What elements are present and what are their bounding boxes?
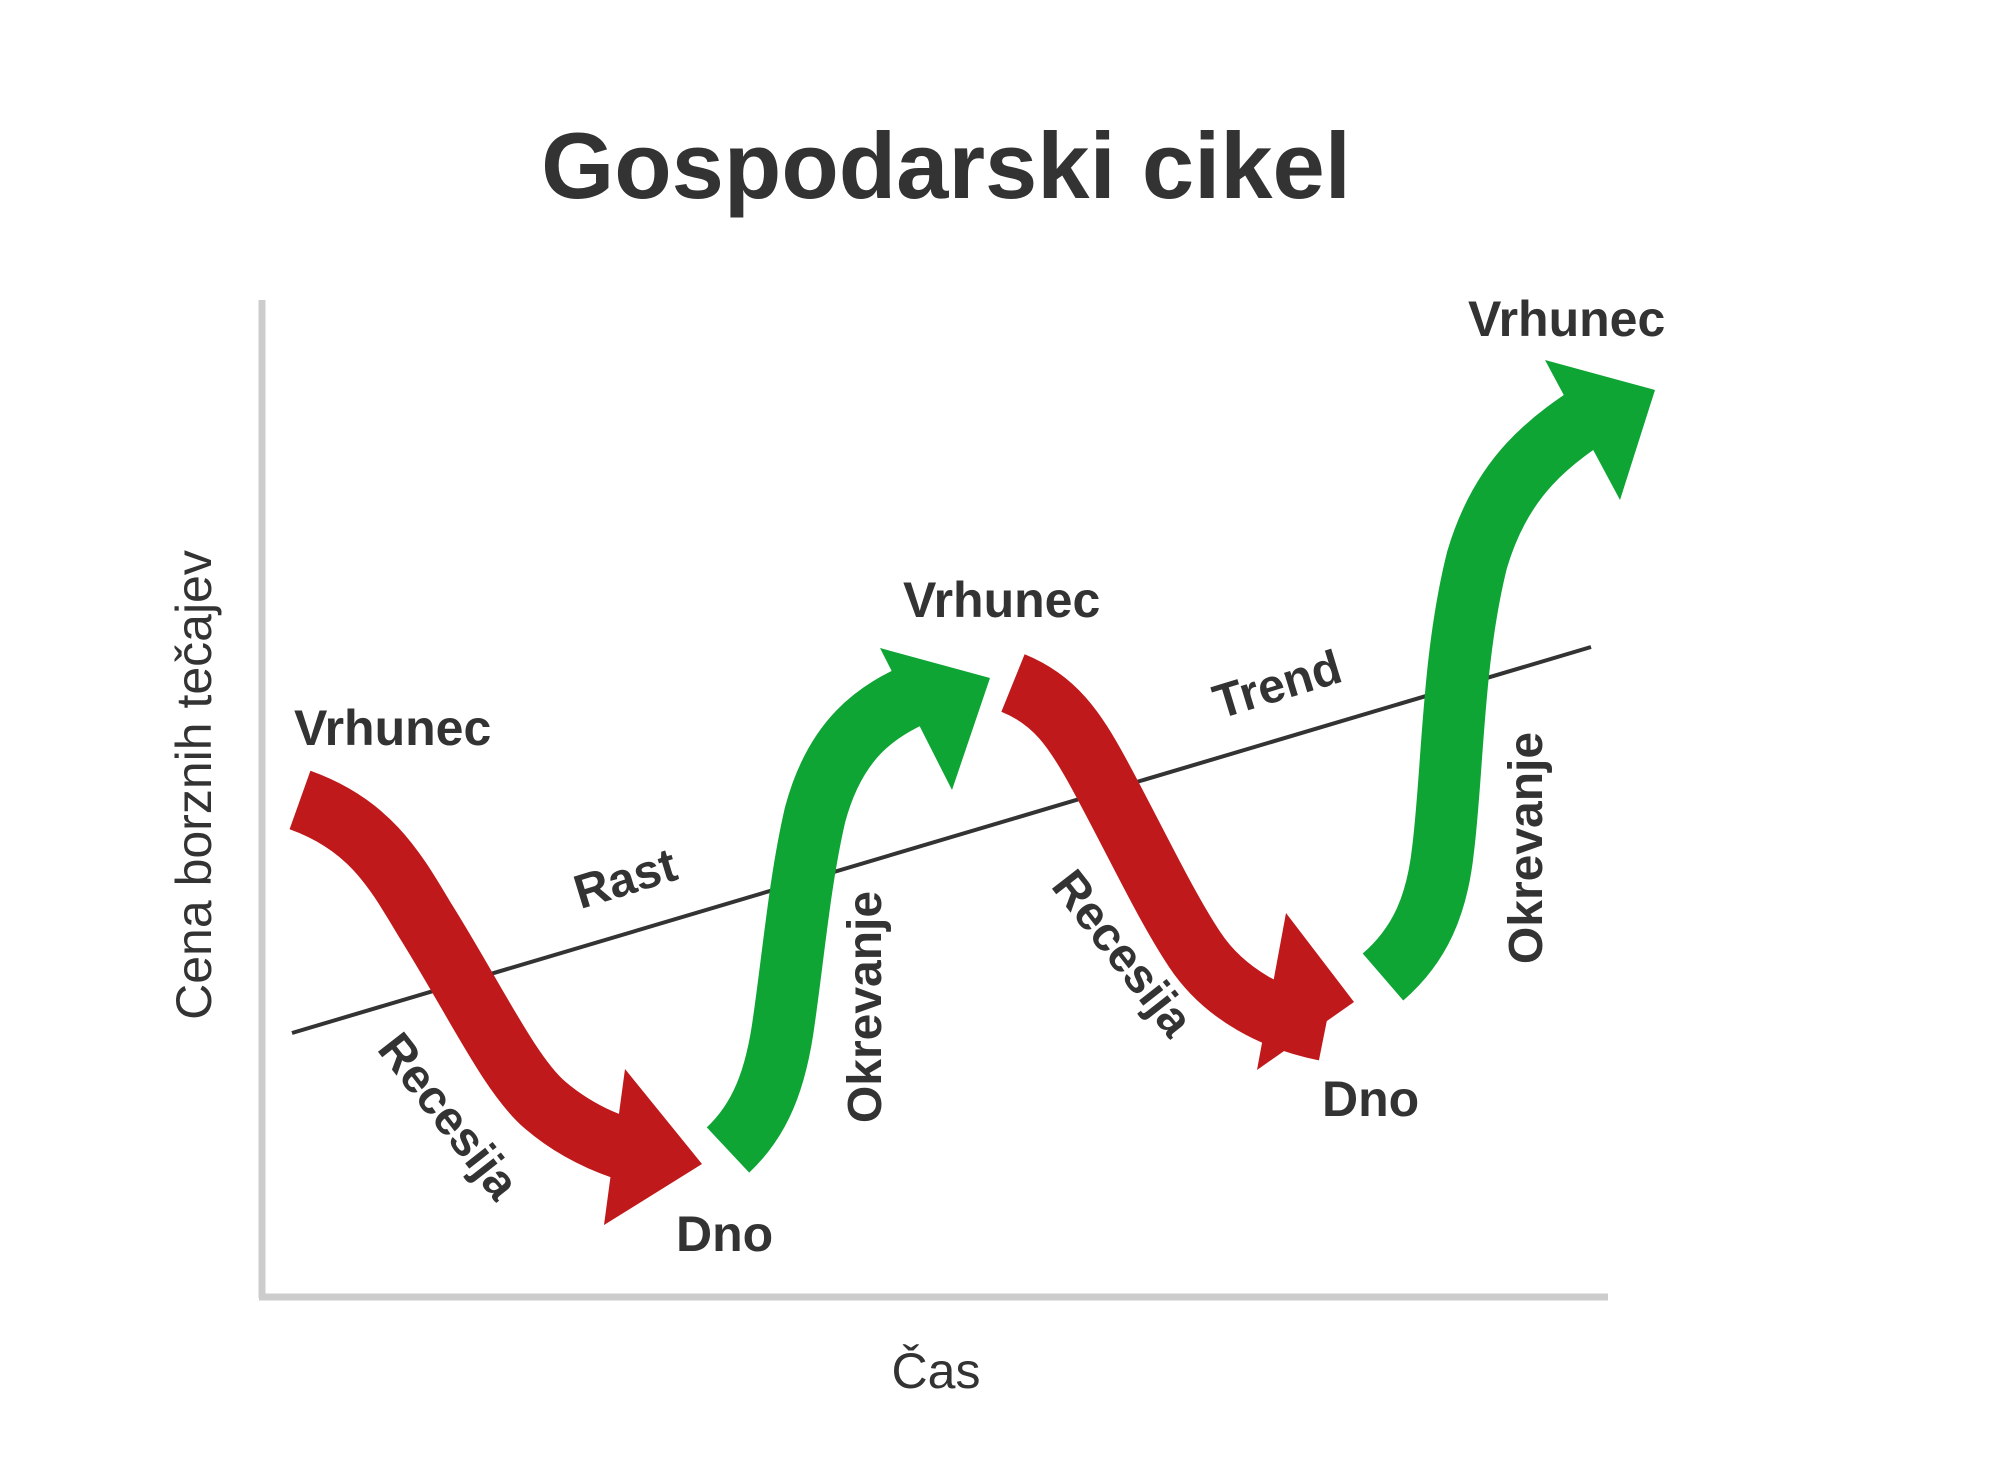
recession-arrow-1-head [604, 1069, 702, 1225]
trend-label: Trend [1207, 641, 1347, 730]
trough-label-2: Dno [1322, 1071, 1419, 1127]
x-axis-label: Čas [892, 1343, 981, 1399]
growth-label: Rast [568, 839, 683, 920]
recession-arrow-2 [1000, 654, 1354, 1070]
trough-label-1: Dno [676, 1206, 773, 1262]
recovery-label-2: Okrevanje [1500, 732, 1553, 964]
recovery-label-1: Okrevanje [839, 891, 892, 1123]
axes [258, 300, 1608, 1301]
recession-arrow-1-shaft [288, 770, 668, 1190]
y-axis-label: Cena borznih tečajev [166, 550, 222, 1020]
recession-arrow-2-shaft [1000, 654, 1332, 1061]
recession-arrow-2-head [1257, 913, 1354, 1070]
peak-label-3: Vrhunec [1468, 291, 1665, 347]
recovery-arrow-2 [1362, 360, 1655, 1001]
peak-label-1: Vrhunec [294, 700, 491, 756]
recovery-arrow-1-shaft [706, 661, 937, 1173]
trend-line [291, 645, 1592, 1035]
recovery-arrow-1-head [880, 648, 990, 790]
recession-arrow-1 [288, 770, 702, 1225]
recovery-arrow-2-head [1545, 360, 1655, 500]
recovery-arrow-2-shaft [1362, 378, 1622, 1001]
diagram-title: Gospodarski cikel [541, 113, 1351, 218]
peak-label-2: Vrhunec [903, 572, 1100, 628]
recovery-arrow-1 [706, 648, 990, 1173]
